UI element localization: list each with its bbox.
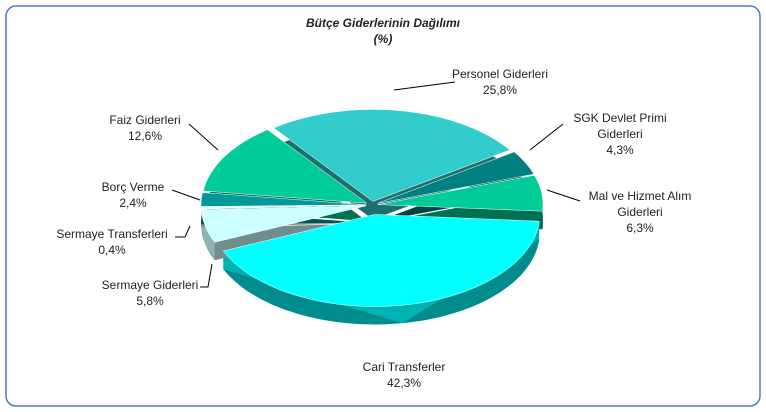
data-label: Sermaye Giderleri 5,8% — [102, 277, 199, 309]
data-label: Faiz Giderleri 12,6% — [109, 112, 180, 144]
value-label: 42,3% — [386, 376, 422, 390]
category-label: Sermaye Transferleri — [56, 227, 168, 241]
value-label: 2,4% — [119, 196, 147, 210]
leader-line — [171, 189, 201, 201]
value-label: 6,3% — [626, 221, 654, 235]
category-label: Faiz Giderleri — [109, 113, 181, 127]
pie-slice — [200, 192, 367, 207]
data-label: SGK Devlet Primi Giderleri 4,3% — [564, 110, 676, 158]
category-label: Borç Verme — [101, 180, 165, 194]
leader-lines — [171, 81, 581, 288]
leader-line — [175, 225, 191, 238]
pie-slice — [222, 214, 540, 307]
value-label: 0,4% — [98, 243, 126, 257]
pie — [200, 109, 544, 325]
pie-slice — [273, 109, 511, 202]
value-label: 12,6% — [127, 129, 163, 143]
data-label: Personel Giderleri 25,8% — [452, 66, 548, 98]
data-label: Sermaye Transferleri 0,4% — [56, 226, 167, 258]
leader-line — [529, 123, 564, 151]
leader-line — [200, 263, 213, 288]
category-label: Personel Giderleri — [451, 67, 549, 81]
value-label: 4,3% — [606, 143, 634, 157]
category-label: Mal ve Hizmet Alım Giderleri — [588, 189, 692, 219]
data-label: Mal ve Hizmet Alım Giderleri 6,3% — [578, 188, 703, 236]
slice-side — [201, 209, 215, 261]
category-label: Sermaye Giderleri — [101, 278, 199, 292]
leader-line — [393, 81, 456, 91]
chart-title: Bütçe Giderlerinin Dağılımı — [305, 16, 461, 30]
pie-slice — [377, 175, 544, 212]
leader-line — [188, 123, 219, 151]
pie-slice — [377, 151, 535, 204]
leader-line — [546, 189, 581, 202]
data-label: Cari Transferler 42,3% — [363, 359, 446, 391]
category-label: SGK Devlet Primi Giderleri — [573, 111, 667, 141]
chart-subtitle: (%) — [373, 32, 393, 46]
pie-slice — [202, 129, 368, 204]
pie-slice — [201, 205, 367, 243]
value-label: 25,8% — [482, 83, 518, 97]
value-label: 5,8% — [136, 294, 164, 308]
data-label: Borç Verme 2,4% — [102, 179, 165, 211]
frame — [5, 5, 761, 407]
pie-slice — [200, 204, 367, 210]
category-label: Cari Transferler — [362, 360, 446, 374]
